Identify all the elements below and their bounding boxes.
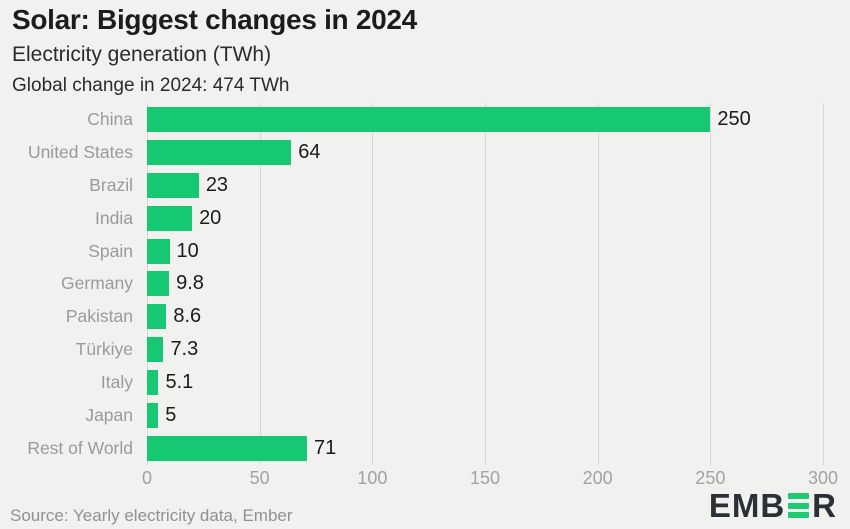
value-label: 8.6 bbox=[173, 305, 202, 328]
bar bbox=[147, 271, 170, 297]
chart-annotation: Global change in 2024: 474 TWh bbox=[12, 75, 290, 96]
bar-rows: China 250 United States 64 Brazil 23 India 20 Sp… bbox=[0, 103, 850, 465]
bar bbox=[147, 370, 159, 396]
bar bbox=[147, 205, 193, 231]
chart-subtitle: Electricity generation (TWh) bbox=[12, 43, 272, 66]
category-label: Pakistan bbox=[65, 306, 133, 327]
value-label: 250 bbox=[717, 107, 751, 130]
value-label: 5 bbox=[165, 404, 177, 427]
value-label: 23 bbox=[205, 173, 229, 196]
x-tick-label: 150 bbox=[469, 468, 501, 488]
gridline bbox=[485, 103, 486, 465]
value-label: 7.3 bbox=[170, 338, 199, 361]
category-label: United States bbox=[27, 141, 133, 162]
bar bbox=[147, 435, 307, 461]
value-label: 64 bbox=[298, 140, 321, 163]
bar bbox=[147, 304, 167, 330]
bar-row: Pakistan 8.6 bbox=[0, 300, 850, 333]
x-tick-label: 0 bbox=[141, 468, 153, 488]
category-label: India bbox=[95, 207, 133, 228]
category-label: Brazil bbox=[89, 174, 133, 195]
x-tick-label: 100 bbox=[357, 468, 388, 488]
category-label: Rest of World bbox=[27, 437, 133, 458]
gridline bbox=[710, 103, 712, 465]
bar-row: China 250 bbox=[0, 103, 850, 136]
bar-row: Japan 5 bbox=[0, 399, 850, 432]
ember-logo: EMB R bbox=[709, 489, 837, 522]
gridline bbox=[259, 103, 261, 465]
chart-title: Solar: Biggest changes in 2024 bbox=[12, 4, 417, 35]
category-label: Italy bbox=[100, 372, 133, 393]
bar-row: India 20 bbox=[0, 202, 850, 235]
source-note: Source: Yearly electricity data, Ember bbox=[10, 506, 293, 525]
category-label: Türkiye bbox=[75, 339, 133, 360]
ember-logo-prefix: EMB bbox=[708, 487, 786, 524]
ember-logo-suffix: R bbox=[812, 487, 837, 524]
plot-area: China 250 United States 64 Brazil 23 India 20 Sp… bbox=[0, 103, 850, 465]
value-label: 10 bbox=[176, 239, 199, 262]
x-tick-label: 50 bbox=[249, 468, 270, 488]
value-label: 9.8 bbox=[176, 272, 204, 295]
bar-row: Germany 9.8 bbox=[0, 268, 850, 301]
value-label: 20 bbox=[199, 206, 222, 229]
bar-row: United States 64 bbox=[0, 136, 850, 169]
bar-row: Rest of World 71 bbox=[0, 432, 850, 465]
category-label: Japan bbox=[85, 405, 133, 426]
bar-row: Italy 5.1 bbox=[0, 366, 850, 399]
ember-logo-e-icon bbox=[788, 493, 810, 518]
category-label: Spain bbox=[88, 240, 133, 261]
category-label: Germany bbox=[61, 273, 133, 294]
x-axis: 0 50 100 150 200 250 300 bbox=[0, 468, 850, 492]
category-label: China bbox=[87, 108, 133, 129]
value-label: 71 bbox=[313, 436, 337, 459]
gridline bbox=[597, 103, 599, 465]
bar-row: Spain 10 bbox=[0, 235, 850, 268]
bar bbox=[147, 238, 170, 264]
value-label: 5.1 bbox=[165, 371, 194, 394]
x-tick-label: 200 bbox=[582, 468, 613, 488]
bar bbox=[147, 106, 711, 132]
gridline bbox=[823, 103, 824, 465]
bar-row: Brazil 23 bbox=[0, 169, 850, 202]
x-tick-label: 300 bbox=[807, 468, 839, 488]
bar bbox=[147, 337, 164, 363]
bar bbox=[147, 139, 292, 165]
bar bbox=[147, 172, 199, 198]
x-tick-label: 250 bbox=[695, 468, 726, 488]
bar bbox=[147, 403, 159, 429]
gridline bbox=[372, 103, 374, 465]
bar-row: Türkiye 7.3 bbox=[0, 333, 850, 366]
